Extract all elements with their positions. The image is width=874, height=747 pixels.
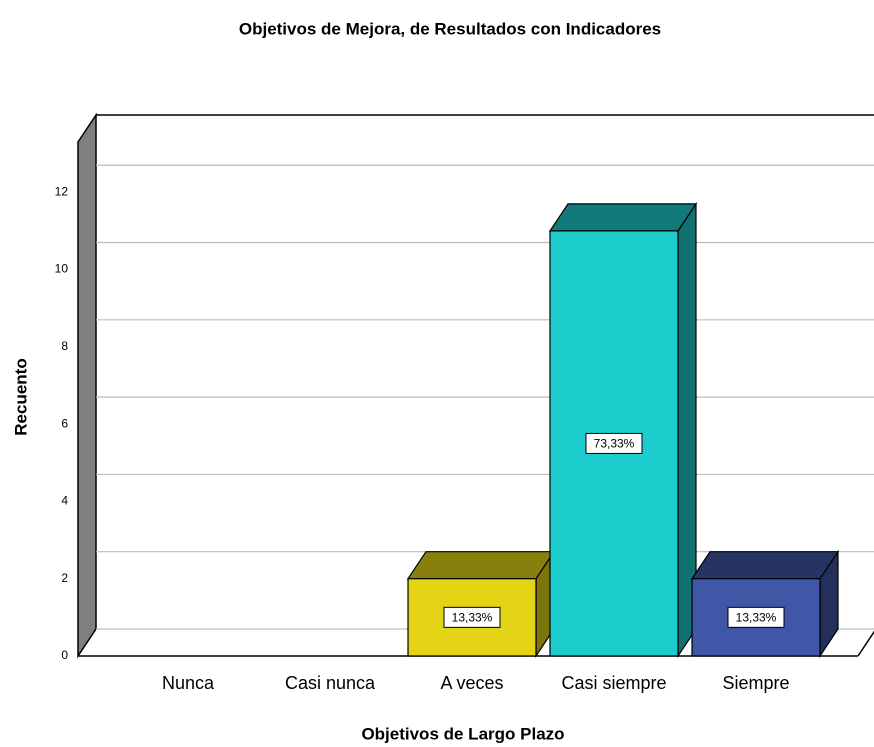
y-tick-label: 12 <box>55 184 69 198</box>
x-tick-label: Siempre <box>722 673 789 693</box>
y-tick-label: 8 <box>61 339 68 353</box>
bar <box>406 549 556 658</box>
y-tick-label: 0 <box>61 648 68 662</box>
value-label-box <box>727 606 785 628</box>
left-wall <box>77 112 97 659</box>
y-tick-label: 6 <box>61 416 68 430</box>
value-label: 13,33% <box>736 611 777 625</box>
x-axis-label: Objetivos de Largo Plazo <box>361 724 564 743</box>
bar-top <box>548 203 698 232</box>
y-tick-label: 10 <box>55 262 69 276</box>
bar-top <box>690 551 840 580</box>
bar <box>548 201 698 658</box>
x-tick-label: A veces <box>440 673 503 693</box>
bar-top <box>406 551 556 580</box>
value-label: 73,33% <box>594 437 635 451</box>
chart-title: Objetivos de Mejora, de Resultados con I… <box>239 19 661 38</box>
x-tick-label: Casi siempre <box>561 673 666 693</box>
x-tick-label: Casi nunca <box>285 673 376 693</box>
back-wall <box>96 115 874 629</box>
floor-right <box>857 630 874 657</box>
bar <box>690 549 840 658</box>
x-tick-label: Nunca <box>162 673 215 693</box>
value-label: 13,33% <box>452 611 493 625</box>
y-tick-label: 2 <box>61 571 68 585</box>
y-axis-label: Recuento <box>11 358 30 435</box>
y-tick-label: 4 <box>61 494 68 508</box>
value-label-box <box>585 432 643 454</box>
value-label-box <box>443 606 501 628</box>
